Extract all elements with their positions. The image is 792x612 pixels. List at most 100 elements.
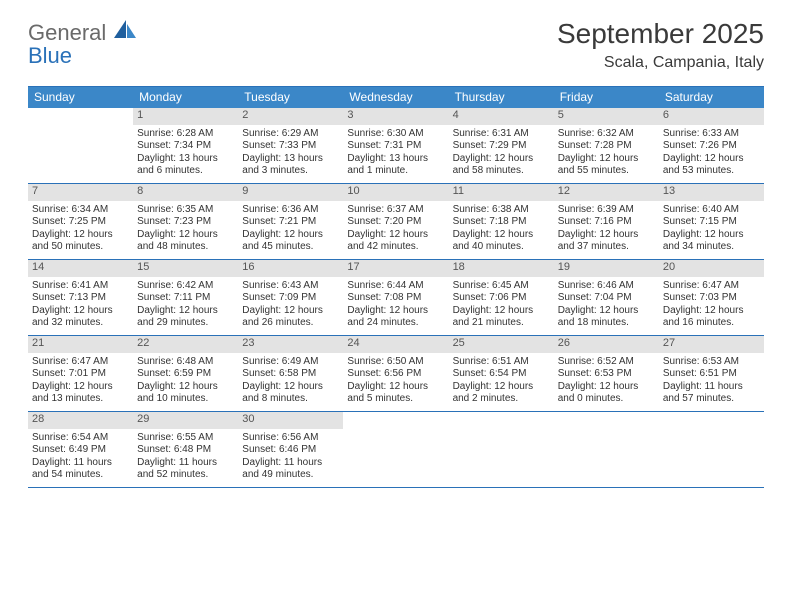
daylight-text: and 49 minutes. (242, 469, 339, 482)
daylight-text: and 55 minutes. (558, 165, 655, 178)
day-cell: 17Sunrise: 6:44 AMSunset: 7:08 PMDayligh… (343, 260, 448, 335)
sunset-text: Sunset: 7:08 PM (347, 292, 444, 305)
daylight-text: Daylight: 12 hours (347, 229, 444, 242)
sunset-text: Sunset: 7:20 PM (347, 216, 444, 229)
day-cell: 4Sunrise: 6:31 AMSunset: 7:29 PMDaylight… (449, 108, 554, 183)
daylight-text: Daylight: 12 hours (453, 305, 550, 318)
sunset-text: Sunset: 7:29 PM (453, 140, 550, 153)
sunset-text: Sunset: 6:48 PM (137, 444, 234, 457)
logo-sail-icon (112, 18, 138, 40)
daylight-text: and 54 minutes. (32, 469, 129, 482)
daylight-text: Daylight: 12 hours (558, 305, 655, 318)
sunset-text: Sunset: 6:58 PM (242, 368, 339, 381)
daylight-text: Daylight: 12 hours (242, 305, 339, 318)
day-cell: 26 Sunrise: 6:52 AMSunset: 6:53 PMDayligh… (554, 336, 659, 411)
daylight-text: and 6 minutes. (137, 165, 234, 178)
daylight-text: and 40 minutes. (453, 241, 550, 254)
daylight-text: and 53 minutes. (663, 165, 760, 178)
daylight-text: Daylight: 11 hours (663, 381, 760, 394)
sunrise-text: Sunrise: 6:40 AM (663, 204, 760, 217)
sunrise-text: Sunrise: 6:44 AM (347, 280, 444, 293)
sunrise-text: Sunrise: 6:48 AM (137, 356, 234, 369)
daylight-text: Daylight: 12 hours (453, 229, 550, 242)
day-cell: 7Sunrise: 6:34 AMSunset: 7:25 PMDaylight… (28, 184, 133, 259)
empty-day-cell: . (343, 412, 448, 487)
day-cell: 9Sunrise: 6:36 AMSunset: 7:21 PMDaylight… (238, 184, 343, 259)
day-number: 26 (554, 336, 659, 353)
sunrise-text: Sunrise: 6:56 AM (242, 432, 339, 445)
location: Scala, Campania, Italy (557, 54, 764, 72)
sunset-text: Sunset: 7:01 PM (32, 368, 129, 381)
sunrise-text: Sunrise: 6:28 AM (137, 128, 234, 141)
daylight-text: Daylight: 12 hours (558, 153, 655, 166)
sunrise-text: Sunrise: 6:47 AM (663, 280, 760, 293)
sunset-text: Sunset: 7:18 PM (453, 216, 550, 229)
daylight-text: Daylight: 12 hours (32, 381, 129, 394)
day-number: 13 (659, 184, 764, 201)
day-cell: 28Sunrise: 6:54 AMSunset: 6:49 PMDayligh… (28, 412, 133, 487)
day-cell: 3Sunrise: 6:30 AMSunset: 7:31 PMDaylight… (343, 108, 448, 183)
daylight-text: Daylight: 13 hours (137, 153, 234, 166)
daylight-text: Daylight: 12 hours (558, 381, 655, 394)
daylight-text: Daylight: 11 hours (242, 457, 339, 470)
day-number: 8 (133, 184, 238, 201)
day-cell: 27Sunrise: 6:53 AMSunset: 6:51 PMDayligh… (659, 336, 764, 411)
day-number: 6 (659, 108, 764, 125)
logo-blue: Blue (28, 43, 72, 68)
day-number: 19 (554, 260, 659, 277)
daylight-text: and 34 minutes. (663, 241, 760, 254)
sunrise-text: Sunrise: 6:32 AM (558, 128, 655, 141)
weekday-header-row: SundayMondayTuesdayWednesdayThursdayFrid… (28, 87, 764, 108)
day-cell: 5Sunrise: 6:32 AMSunset: 7:28 PMDaylight… (554, 108, 659, 183)
daylight-text: and 2 minutes. (453, 393, 550, 406)
sunset-text: Sunset: 7:28 PM (558, 140, 655, 153)
sunset-text: Sunset: 7:31 PM (347, 140, 444, 153)
daylight-text: and 48 minutes. (137, 241, 234, 254)
daylight-text: Daylight: 12 hours (347, 305, 444, 318)
daylight-text: Daylight: 11 hours (137, 457, 234, 470)
sunset-text: Sunset: 7:09 PM (242, 292, 339, 305)
sunrise-text: Sunrise: 6:42 AM (137, 280, 234, 293)
daylight-text: Daylight: 12 hours (137, 305, 234, 318)
day-number: 18 (449, 260, 554, 277)
day-number: 11 (449, 184, 554, 201)
day-number: 14 (28, 260, 133, 277)
daylight-text: Daylight: 13 hours (242, 153, 339, 166)
daylight-text: Daylight: 12 hours (137, 229, 234, 242)
weekday-header: Friday (554, 87, 659, 108)
daylight-text: Daylight: 12 hours (242, 229, 339, 242)
sunrise-text: Sunrise: 6:45 AM (453, 280, 550, 293)
sunset-text: Sunset: 7:13 PM (32, 292, 129, 305)
day-cell: 12Sunrise: 6:39 AMSunset: 7:16 PMDayligh… (554, 184, 659, 259)
day-cell: 2Sunrise: 6:29 AMSunset: 7:33 PMDaylight… (238, 108, 343, 183)
sunrise-text: Sunrise: 6:50 AM (347, 356, 444, 369)
day-number: 1 (133, 108, 238, 125)
day-number: 30 (238, 412, 343, 429)
daylight-text: and 5 minutes. (347, 393, 444, 406)
sunset-text: Sunset: 7:34 PM (137, 140, 234, 153)
week-row: 14Sunrise: 6:41 AMSunset: 7:13 PMDayligh… (28, 260, 764, 336)
logo-general: General (28, 20, 106, 45)
day-cell: 16Sunrise: 6:43 AMSunset: 7:09 PMDayligh… (238, 260, 343, 335)
day-number: 16 (238, 260, 343, 277)
day-cell: 1 Sunrise: 6:28 AMSunset: 7:34 PMDaylight… (133, 108, 238, 183)
daylight-text: and 13 minutes. (32, 393, 129, 406)
sunrise-text: Sunrise: 6:53 AM (663, 356, 760, 369)
daylight-text: and 10 minutes. (137, 393, 234, 406)
daylight-text: Daylight: 12 hours (32, 305, 129, 318)
daylight-text: and 18 minutes. (558, 317, 655, 330)
day-number: 28 (28, 412, 133, 429)
day-cell: 11Sunrise: 6:38 AMSunset: 7:18 PMDayligh… (449, 184, 554, 259)
daylight-text: Daylight: 12 hours (242, 381, 339, 394)
day-cell: 18Sunrise: 6:45 AMSunset: 7:06 PMDayligh… (449, 260, 554, 335)
daylight-text: and 32 minutes. (32, 317, 129, 330)
sunset-text: Sunset: 6:53 PM (558, 368, 655, 381)
day-cell: 23Sunrise: 6:49 AMSunset: 6:58 PMDayligh… (238, 336, 343, 411)
day-cell: 30Sunrise: 6:56 AMSunset: 6:46 PMDayligh… (238, 412, 343, 487)
logo: General Blue (28, 18, 138, 67)
sunrise-text: Sunrise: 6:52 AM (558, 356, 655, 369)
day-number: 15 (133, 260, 238, 277)
weekday-header: Tuesday (238, 87, 343, 108)
day-number: 9 (238, 184, 343, 201)
daylight-text: Daylight: 12 hours (663, 153, 760, 166)
